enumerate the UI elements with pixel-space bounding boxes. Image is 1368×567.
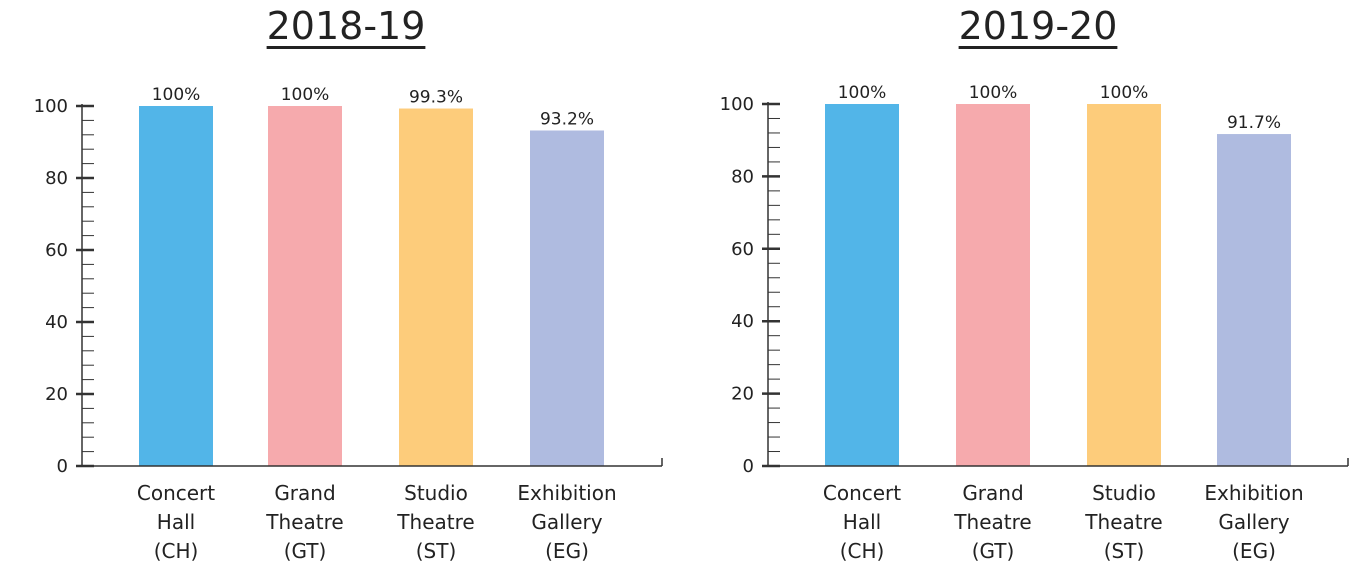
x-tick-label: Exhibition <box>1204 481 1303 505</box>
data-label: 100% <box>1100 83 1149 103</box>
x-tick-label: (ST) <box>416 539 457 563</box>
y-tick-label: 60 <box>731 239 754 260</box>
data-label: 100% <box>838 83 887 103</box>
bar-3 <box>530 130 604 467</box>
y-tick-label: 0 <box>57 456 68 477</box>
x-tick-label: Gallery <box>531 510 602 534</box>
y-tick-label: 20 <box>731 384 754 405</box>
x-tick-label: Concert <box>137 481 215 505</box>
x-tick-label: (GT) <box>284 539 327 563</box>
chart-panel-2018-19: 100% 100% 99.3% 93.2% 0 20 40 60 80 100 Concert Hal… <box>34 4 663 563</box>
x-tick-label: Theatre <box>1084 510 1162 534</box>
x-tick-label: (ST) <box>1104 539 1145 563</box>
x-tick-label: (CH) <box>840 539 885 563</box>
x-tick-label: (EG) <box>1232 539 1276 563</box>
data-label: 100% <box>281 85 330 105</box>
bar-2 <box>399 108 473 467</box>
data-label: 99.3% <box>409 88 463 108</box>
x-tick-label: Studio <box>404 481 468 505</box>
x-tick-label: (EG) <box>545 539 589 563</box>
bar-1 <box>956 104 1030 466</box>
y-tick-label: 60 <box>45 240 68 261</box>
y-tick-label: 40 <box>45 312 68 333</box>
data-label: 100% <box>969 83 1018 103</box>
bar-0 <box>825 104 899 466</box>
x-tick-label: (CH) <box>154 539 199 563</box>
x-tick-label: Grand <box>274 481 335 505</box>
y-tick-label: 20 <box>45 384 68 405</box>
y-tick-label: 80 <box>45 168 68 189</box>
bar-0 <box>139 106 213 466</box>
bar-3 <box>1217 134 1291 466</box>
chart-title: 2018-19 <box>266 4 426 48</box>
x-tick-label: Exhibition <box>517 481 616 505</box>
x-tick-label: Hall <box>843 510 881 534</box>
x-tick-label: Theatre <box>265 510 343 534</box>
y-tick-label: 100 <box>34 96 68 117</box>
x-tick-label: Concert <box>823 481 901 505</box>
bar-1 <box>268 106 342 466</box>
bar-chart-2019-20: 100% 100% 100% 91.7% 0 20 40 60 80 100 Concert Hall… <box>720 83 1349 563</box>
chart-panel-2019-20: 100% 100% 100% 91.7% 0 20 40 60 80 100 Concert Hall… <box>684 0 1368 567</box>
x-tick-label: Gallery <box>1218 510 1289 534</box>
bar-2 <box>1087 104 1161 466</box>
x-tick-label: Studio <box>1092 481 1156 505</box>
data-label: 91.7% <box>1227 113 1281 133</box>
y-tick-label: 40 <box>731 311 754 332</box>
x-tick-label: Hall <box>157 510 195 534</box>
x-tick-label: Theatre <box>396 510 474 534</box>
x-tick-label: Grand <box>962 481 1023 505</box>
bar-chart-2018-19: 100% 100% 99.3% 93.2% 0 20 40 60 80 100 Concert Hal… <box>34 85 663 563</box>
chart-title: 2019-20 <box>958 4 1118 48</box>
data-label: 93.2% <box>540 109 594 129</box>
y-tick-label: 0 <box>743 456 754 477</box>
x-tick-label: Theatre <box>953 510 1031 534</box>
x-tick-label: (GT) <box>972 539 1015 563</box>
y-tick-label: 80 <box>731 166 754 187</box>
data-label: 100% <box>152 85 201 105</box>
y-tick-label: 100 <box>720 94 754 115</box>
